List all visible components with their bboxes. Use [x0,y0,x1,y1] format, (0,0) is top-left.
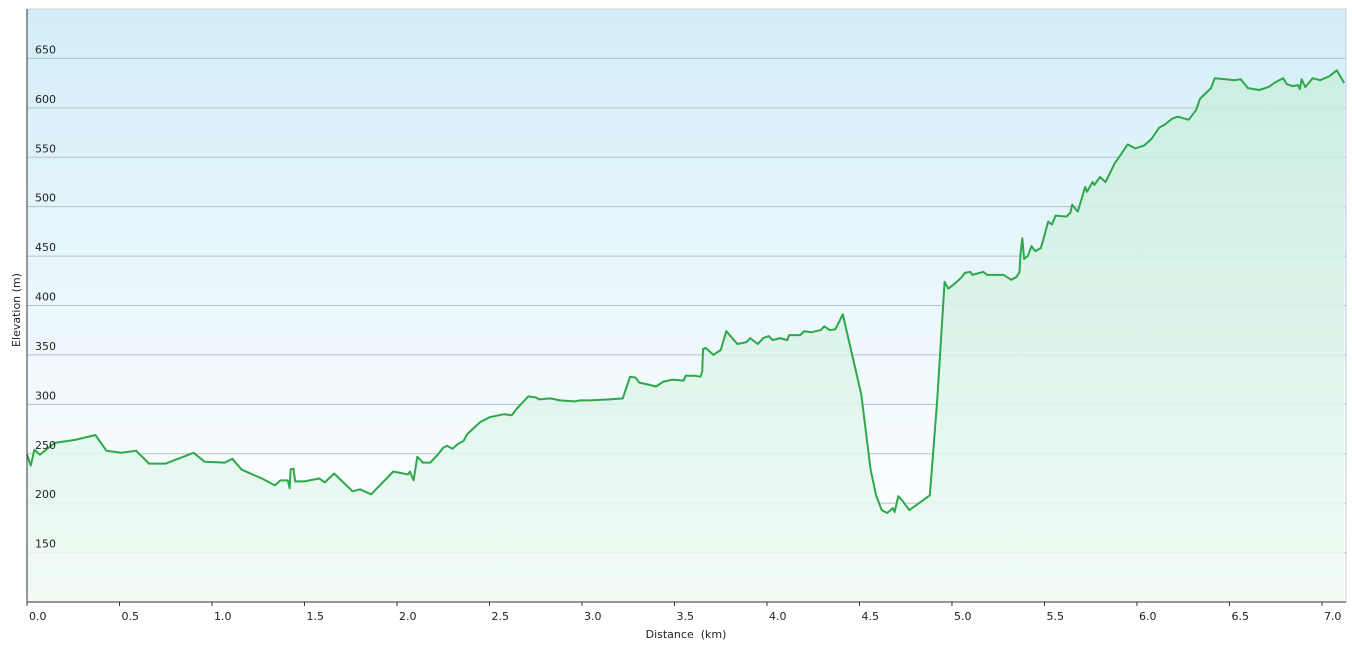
x-tick-label: 4.5 [861,610,879,623]
x-tick-label: 2.5 [491,610,509,623]
area-fill [27,70,1345,603]
x-axis-title: Distance (km) [646,628,727,641]
x-tick-label: 7.0 [1324,610,1342,623]
x-tick-label: 1.0 [214,610,232,623]
x-tick-label: 3.5 [676,610,694,623]
axes: 150 200 250 300 350 400 450 500 550 600 650 0.0 0.5 1… [26,43,1342,623]
x-tick-label: 5.5 [1046,610,1064,623]
x-tick-label: 5.0 [954,610,972,623]
x-tick-label: 3.0 [584,610,602,623]
y-tick-label: 500 [35,192,56,205]
y-tick-label: 650 [35,43,56,56]
plot [26,69,1346,603]
y-tick-label: 600 [35,93,56,106]
y-tick-label: 150 [35,538,56,551]
x-tick-label: 6.5 [1231,610,1249,623]
x-tick-label: 0.5 [121,610,139,623]
x-tick-label: 2.0 [399,610,417,623]
y-tick-label: 200 [35,488,56,501]
y-tick-label: 550 [35,142,56,155]
y-tick-label: 400 [35,291,56,304]
y-tick-label: 350 [35,340,56,353]
elevation-line [26,69,1346,514]
x-tick-label: 4.0 [769,610,787,623]
y-axis-title: Elevation (m) [10,273,23,347]
y-tick-label: 250 [35,439,56,452]
y-tick-label: 450 [35,241,56,254]
y-tick-label: 300 [35,389,56,402]
x-tick-label: 6.0 [1139,610,1157,623]
x-tick-label: 0.0 [29,610,47,623]
x-tick-label: 1.5 [306,610,324,623]
